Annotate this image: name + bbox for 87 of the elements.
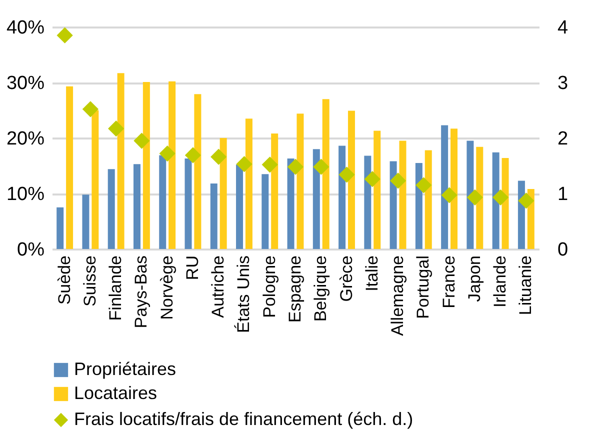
point	[134, 132, 150, 149]
y-tick-label: 10%	[6, 184, 45, 205]
bar	[441, 125, 448, 249]
x-tick-label: Irlande	[490, 256, 510, 308]
point	[466, 189, 483, 206]
x-tick-label: Allemagne	[388, 256, 408, 336]
bar	[117, 73, 124, 249]
x-tick-label: Finlande	[106, 256, 126, 321]
x-tick-label: Norvège	[157, 256, 176, 320]
legend-label: Frais locatifs/frais de financement (éch. d.)	[74, 409, 414, 429]
point	[338, 166, 355, 183]
bar	[184, 158, 192, 249]
bar	[338, 146, 346, 249]
y2-tick-label: 0	[558, 240, 568, 260]
bar	[245, 118, 252, 249]
bar	[492, 152, 500, 249]
point	[262, 156, 278, 173]
x-tick-label: États Unis	[234, 256, 254, 333]
point	[390, 172, 406, 189]
point	[159, 145, 176, 162]
y-tick-label: 40%	[6, 18, 45, 38]
x-tick-label: Suède	[54, 256, 74, 305]
bar	[108, 169, 115, 249]
bar	[374, 130, 381, 249]
bar	[271, 134, 278, 249]
point	[184, 147, 202, 164]
bar	[476, 146, 484, 249]
x-tick-label: Pologne	[260, 256, 279, 318]
x-tick-label: Portugal	[414, 256, 433, 319]
legend-label: Propriétaires	[74, 359, 176, 379]
y-tick-label: 30%	[6, 73, 45, 94]
bar	[322, 99, 330, 249]
bar	[262, 174, 269, 249]
bar	[168, 81, 176, 249]
x-tick-label: RU	[182, 256, 202, 280]
bar	[296, 114, 304, 249]
point	[492, 189, 509, 206]
point	[56, 27, 73, 44]
bar	[424, 150, 432, 249]
point	[364, 171, 380, 188]
point	[236, 156, 252, 172]
x-tick-label: Japon	[464, 256, 484, 302]
bar	[502, 158, 509, 249]
bar	[82, 194, 90, 249]
y2-tick-label: 4	[558, 18, 568, 38]
x-tick-label: Italie	[362, 256, 382, 292]
bar	[450, 128, 458, 249]
bar	[220, 138, 227, 249]
y2-tick-label: 1	[558, 184, 568, 205]
bar	[287, 158, 294, 249]
legend-label: Locataires	[74, 383, 158, 403]
x-tick-label: Grèce	[336, 256, 356, 302]
bar	[236, 164, 244, 249]
x-tick-label: Espagne	[286, 256, 304, 323]
point	[416, 177, 432, 194]
bar	[142, 82, 150, 249]
y2-tick-label: 3	[558, 73, 568, 94]
point	[210, 148, 227, 165]
bar	[56, 207, 64, 249]
y2-tick-label: 2	[558, 128, 568, 150]
bar	[415, 162, 422, 249]
x-tick-label: Autriche	[208, 256, 228, 318]
bar	[390, 161, 397, 249]
bar	[348, 110, 355, 249]
point	[82, 101, 99, 118]
point	[108, 120, 124, 137]
y-tick-label: 0%	[17, 240, 45, 260]
point	[287, 158, 304, 175]
bar	[194, 94, 202, 249]
bar	[466, 140, 474, 249]
bar	[399, 140, 406, 249]
bar	[92, 110, 99, 249]
point	[441, 187, 458, 204]
bar	[364, 156, 372, 249]
x-tick-label: Lituanie	[516, 256, 536, 316]
bar	[133, 164, 140, 249]
x-tick-label: Pays-Bas	[132, 256, 151, 328]
point	[313, 158, 330, 175]
bar	[159, 155, 166, 249]
x-tick-label: Belgique	[311, 256, 330, 322]
y-tick-label: 20%	[6, 128, 45, 150]
x-tick-label: Suisse	[80, 256, 100, 307]
point	[518, 192, 534, 209]
bar	[210, 184, 218, 249]
x-tick-label: France	[439, 256, 458, 308]
bar	[312, 149, 320, 249]
bar	[66, 86, 74, 249]
